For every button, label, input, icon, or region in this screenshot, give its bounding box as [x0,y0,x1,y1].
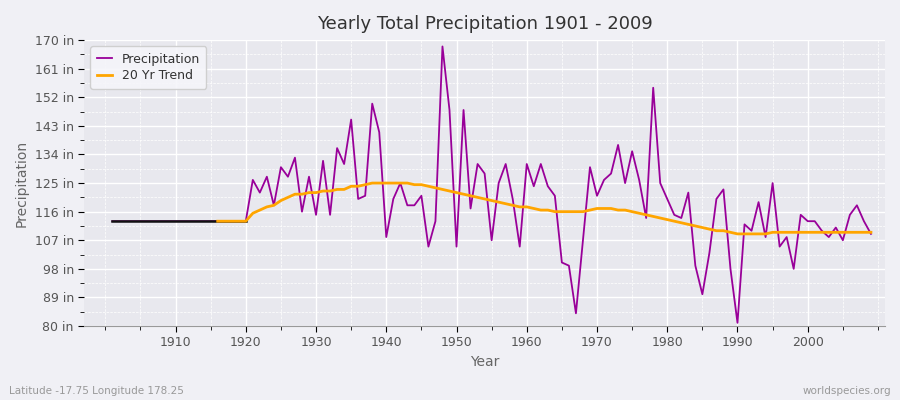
20 Yr Trend [711,228,722,233]
Line: 20 Yr Trend: 20 Yr Trend [218,183,871,234]
20 Yr Trend [325,189,336,194]
X-axis label: Year: Year [470,355,500,369]
Legend: Precipitation, 20 Yr Trend: Precipitation, 20 Yr Trend [91,46,206,89]
Text: Latitude -17.75 Longitude 178.25: Latitude -17.75 Longitude 178.25 [9,386,184,396]
Precipitation [521,162,532,166]
Precipitation [318,158,328,163]
Y-axis label: Precipitation: Precipitation [15,140,29,227]
20 Yr Trend [613,208,624,212]
Precipitation [732,320,742,325]
20 Yr Trend [472,195,483,200]
20 Yr Trend [388,181,399,186]
Precipitation [613,142,624,147]
Precipitation [360,193,371,198]
Line: Precipitation: Precipitation [112,46,871,323]
20 Yr Trend [212,219,223,224]
Precipitation [528,184,539,189]
20 Yr Trend [866,230,877,235]
Precipitation [866,232,877,236]
20 Yr Trend [493,200,504,204]
Precipitation [437,44,448,49]
Precipitation [107,219,118,224]
20 Yr Trend [732,232,742,236]
Text: worldspecies.org: worldspecies.org [803,386,891,396]
Precipitation [163,219,174,224]
20 Yr Trend [367,181,378,186]
Title: Yearly Total Precipitation 1901 - 2009: Yearly Total Precipitation 1901 - 2009 [317,15,652,33]
